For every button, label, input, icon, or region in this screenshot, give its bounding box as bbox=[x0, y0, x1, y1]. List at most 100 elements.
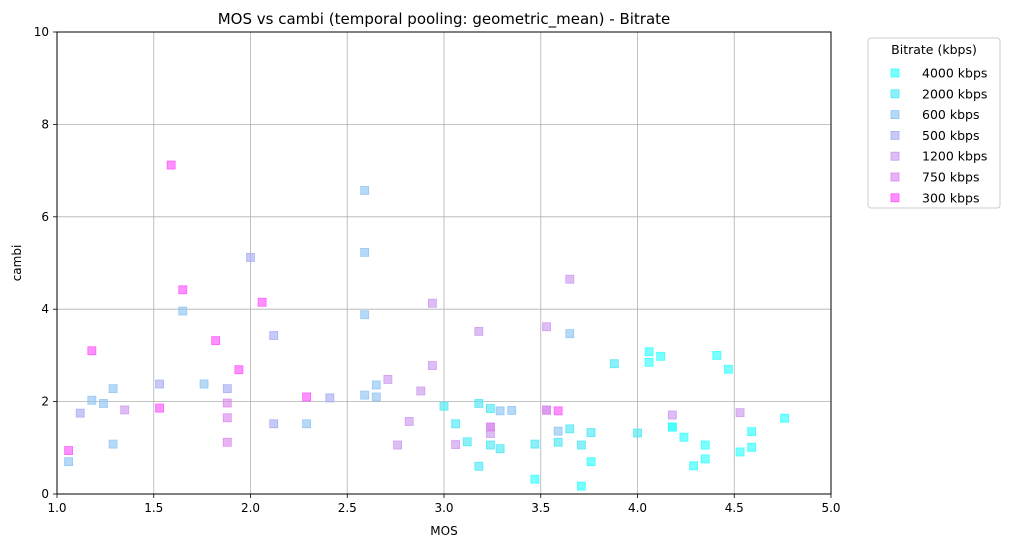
legend-label: 600 kbps bbox=[922, 107, 979, 122]
data-point bbox=[495, 444, 505, 454]
data-point bbox=[257, 297, 267, 307]
data-point bbox=[222, 398, 232, 408]
data-point bbox=[530, 439, 540, 449]
data-point bbox=[120, 405, 130, 415]
data-point bbox=[234, 365, 244, 375]
data-point bbox=[586, 428, 596, 437]
data-point bbox=[486, 422, 495, 432]
data-point bbox=[360, 186, 370, 195]
data-point bbox=[462, 437, 472, 447]
data-point bbox=[383, 375, 393, 384]
data-point bbox=[586, 457, 596, 467]
data-point bbox=[667, 410, 677, 420]
y-axis-ticks: 0 2 4 6 8 10 bbox=[34, 25, 57, 501]
legend-label: 4000 kbps bbox=[922, 66, 987, 81]
data-point bbox=[530, 474, 540, 484]
data-point bbox=[269, 419, 279, 429]
x-axis-label: MOS bbox=[430, 524, 457, 538]
y-tick-label: 6 bbox=[41, 210, 49, 224]
legend-label: 2000 kbps bbox=[922, 86, 987, 101]
data-point bbox=[735, 447, 745, 457]
data-point bbox=[199, 379, 209, 389]
data-point bbox=[609, 359, 619, 369]
data-point bbox=[553, 406, 563, 416]
legend-items: 4000 kbps 2000 kbps 600 kbps 500 kbps 1200 k… bbox=[890, 66, 987, 205]
legend-marker bbox=[890, 110, 900, 119]
data-point bbox=[75, 408, 85, 418]
x-tick-label: 1.0 bbox=[47, 501, 66, 515]
data-point bbox=[64, 446, 74, 455]
data-point bbox=[439, 401, 449, 411]
data-point bbox=[700, 440, 710, 450]
data-point bbox=[393, 440, 402, 450]
legend-marker bbox=[890, 130, 900, 140]
data-point bbox=[700, 454, 710, 464]
data-point bbox=[64, 457, 74, 467]
x-tick-label: 4.0 bbox=[628, 501, 647, 515]
series-300-kbps bbox=[64, 160, 563, 455]
data-point bbox=[565, 424, 575, 434]
legend-marker bbox=[890, 193, 900, 203]
x-tick-label: 1.5 bbox=[144, 501, 163, 515]
data-point bbox=[689, 461, 699, 471]
legend-marker bbox=[890, 68, 900, 78]
x-tick-label: 2.5 bbox=[338, 501, 357, 515]
data-point bbox=[451, 419, 461, 429]
data-point bbox=[404, 417, 414, 426]
data-point bbox=[451, 440, 461, 449]
chart-title: MOS vs cambi (temporal pooling: geometri… bbox=[218, 10, 671, 29]
data-point bbox=[108, 439, 118, 449]
series-4000-kbps bbox=[530, 347, 789, 491]
data-point bbox=[178, 306, 188, 316]
y-tick-label: 8 bbox=[41, 117, 49, 131]
data-point bbox=[486, 440, 495, 450]
data-point bbox=[155, 379, 164, 389]
data-point bbox=[222, 413, 232, 423]
data-point bbox=[633, 428, 642, 438]
data-point bbox=[542, 322, 551, 332]
data-point bbox=[679, 432, 689, 442]
legend-marker bbox=[890, 89, 900, 99]
data-points bbox=[64, 160, 789, 491]
legend-label: 300 kbps bbox=[922, 190, 979, 205]
y-tick-label: 2 bbox=[41, 395, 49, 409]
data-point bbox=[780, 413, 789, 423]
series-500-kbps bbox=[75, 253, 335, 429]
data-point bbox=[747, 427, 757, 437]
data-point bbox=[712, 350, 722, 360]
data-point bbox=[565, 329, 575, 339]
data-point bbox=[211, 336, 221, 346]
data-point bbox=[724, 364, 733, 374]
legend-frame bbox=[867, 37, 1001, 209]
y-axis-label: cambi bbox=[10, 245, 24, 282]
series-2000-kbps bbox=[439, 359, 642, 471]
grid-lines bbox=[56, 31, 832, 495]
data-point bbox=[576, 440, 586, 450]
data-point bbox=[735, 408, 745, 418]
data-point bbox=[667, 422, 677, 432]
legend-label: 500 kbps bbox=[922, 128, 979, 143]
data-point bbox=[565, 274, 575, 284]
legend-marker bbox=[890, 151, 900, 161]
data-point bbox=[427, 361, 437, 370]
data-point bbox=[371, 380, 381, 390]
data-point bbox=[507, 405, 517, 415]
data-point bbox=[427, 298, 437, 308]
data-point bbox=[371, 392, 381, 402]
data-point bbox=[495, 406, 505, 416]
y-tick-label: 0 bbox=[41, 487, 49, 501]
data-point bbox=[360, 390, 370, 400]
data-point bbox=[542, 405, 551, 415]
y-tick-label: 10 bbox=[34, 25, 49, 39]
data-point bbox=[576, 481, 586, 491]
data-point bbox=[644, 347, 654, 357]
data-point bbox=[553, 437, 563, 447]
x-tick-label: 3.5 bbox=[531, 501, 550, 515]
legend: Bitrate (kbps) 4000 kbps 2000 kbps 600 kbp… bbox=[867, 37, 1001, 209]
series-600-kbps bbox=[64, 186, 575, 467]
x-tick-label: 4.5 bbox=[725, 501, 744, 515]
data-point bbox=[325, 393, 335, 403]
data-point bbox=[302, 419, 312, 429]
data-point bbox=[222, 437, 232, 447]
